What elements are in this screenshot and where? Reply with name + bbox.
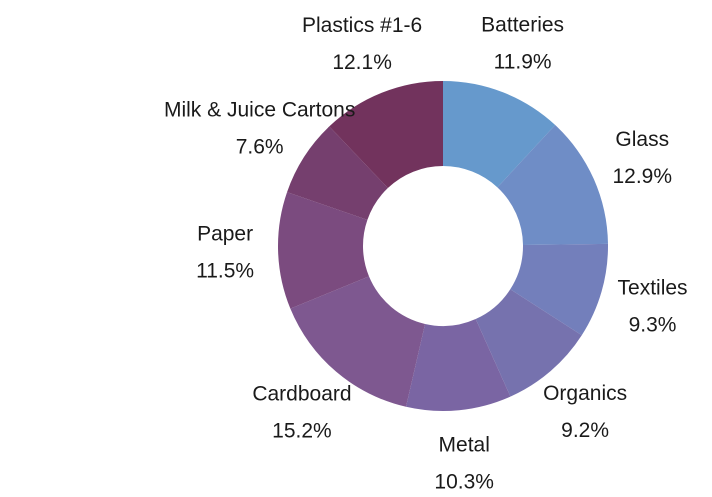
slice-paper [278, 192, 369, 309]
slice-label-metal: Metal [439, 433, 490, 456]
slice-value-glass: 12.9% [612, 165, 672, 188]
slices-layer [278, 81, 609, 412]
slice-value-plastics-1-6: 12.1% [332, 51, 392, 74]
slice-value-batteries: 11.9% [494, 51, 552, 74]
slice-value-paper: 11.5% [196, 260, 254, 283]
slice-label-plastics-1-6: Plastics #1-6 [302, 14, 422, 37]
slice-label-paper: Paper [197, 223, 253, 246]
slice-textiles [510, 243, 609, 336]
slice-value-textiles: 9.3% [629, 314, 677, 337]
slice-plastics-1-6 [329, 81, 443, 189]
slice-label-textiles: Textiles [618, 277, 688, 300]
slice-label-milk-and-juice-cartons: Milk & Juice Cartons [164, 99, 355, 122]
slice-cardboard [290, 276, 426, 407]
slice-organics [475, 289, 582, 397]
slice-value-milk-and-juice-cartons: 7.6% [236, 136, 284, 159]
labels-layer: Batteries 11.9% Glass 12.9% Textiles 9.3% Orga… [164, 14, 688, 494]
slice-milk-and-juice-cartons [287, 126, 388, 220]
slice-value-organics: 9.2% [561, 419, 609, 442]
slice-label-organics: Organics [543, 382, 627, 405]
slice-value-cardboard: 15.2% [272, 420, 332, 443]
slice-label-batteries: Batteries [481, 14, 564, 37]
slice-value-metal: 10.3% [434, 470, 494, 493]
slice-batteries [443, 81, 556, 188]
slice-metal [405, 319, 511, 412]
slice-label-glass: Glass [615, 128, 669, 151]
slice-label-cardboard: Cardboard [252, 383, 351, 406]
slice-glass [497, 125, 608, 245]
